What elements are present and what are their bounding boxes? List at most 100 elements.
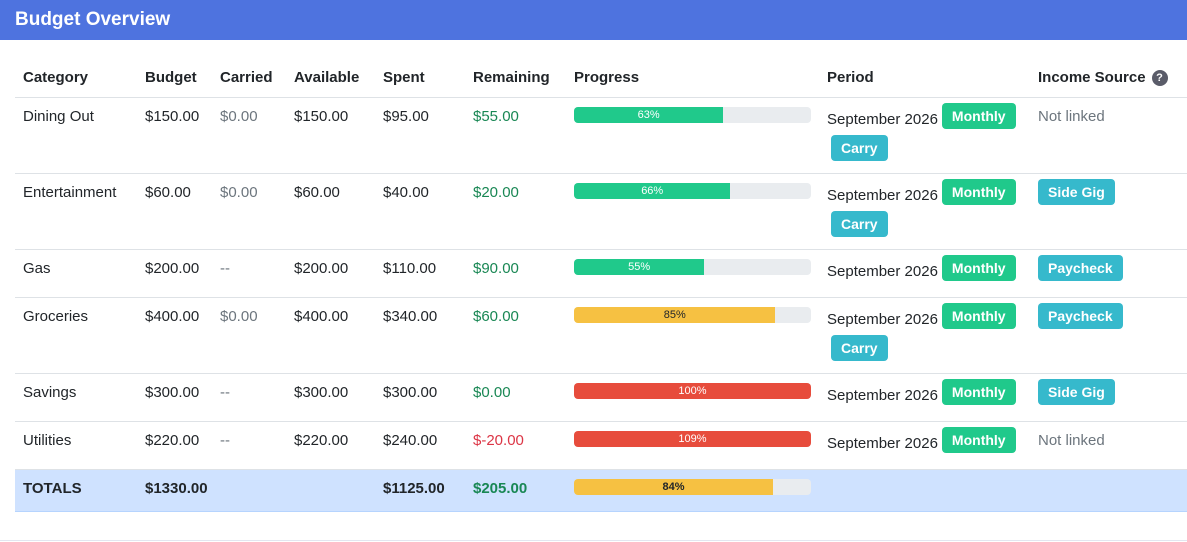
column-header-remaining[interactable]: Remaining <box>465 58 566 98</box>
page-title: Budget Overview <box>15 9 171 30</box>
income-source-badge[interactable]: Paycheck <box>1038 255 1123 281</box>
income-source-label[interactable]: Income Source <box>1038 69 1146 86</box>
table-row[interactable]: Gas $200.00 -- $200.00 $110.00 $90.00 55% Septe… <box>15 249 1187 298</box>
cell-carried: -- <box>212 373 286 422</box>
cell-spent: $40.00 <box>375 173 465 250</box>
totals-budget: $1330.00 <box>137 469 212 512</box>
progress-bar: 109% <box>574 431 811 447</box>
cell-progress: 55% <box>566 249 819 298</box>
income-source-text: Not linked <box>1038 432 1105 449</box>
period-text: September 2026 <box>827 110 938 128</box>
cell-progress: 109% <box>566 421 819 470</box>
column-header-progress[interactable]: Progress <box>566 58 819 98</box>
totals-label: TOTALS <box>15 469 137 512</box>
progress-fill: 63% <box>574 107 724 123</box>
column-header-available[interactable]: Available <box>286 58 375 98</box>
cell-budget: $200.00 <box>137 249 212 298</box>
progress-fill: 100% <box>574 383 811 399</box>
monthly-badge: Monthly <box>941 303 1016 329</box>
monthly-badge: Monthly <box>941 427 1016 453</box>
progress-bar: 85% <box>574 307 811 323</box>
column-header-carried[interactable]: Carried <box>212 58 286 98</box>
cell-category: Dining Out <box>15 97 137 174</box>
totals-source <box>1030 469 1187 512</box>
cell-category: Savings <box>15 373 137 422</box>
progress-bar: 63% <box>574 107 811 123</box>
table-row[interactable]: Utilities $220.00 -- $220.00 $240.00 $-20.00 1… <box>15 421 1187 470</box>
cell-carried: -- <box>212 249 286 298</box>
cell-category: Utilities <box>15 421 137 470</box>
totals-remaining: $205.00 <box>465 469 566 512</box>
table-row[interactable]: Dining Out $150.00 $0.00 $150.00 $95.00 $55.0… <box>15 97 1187 174</box>
totals-carried <box>212 469 286 512</box>
progress-fill: 85% <box>574 307 776 323</box>
cell-carried: $0.00 <box>212 297 286 374</box>
cell-category: Entertainment <box>15 173 137 250</box>
cell-category: Gas <box>15 249 137 298</box>
cell-income-source: Side Gig <box>1030 373 1187 422</box>
cell-spent: $240.00 <box>375 421 465 470</box>
carry-badge: Carry <box>831 335 888 361</box>
totals-available <box>286 469 375 512</box>
cell-remaining: $0.00 <box>465 373 566 422</box>
totals-spent: $1125.00 <box>375 469 465 512</box>
column-header-income-source: Income Source? <box>1030 58 1187 98</box>
progress-bar: 55% <box>574 259 811 275</box>
column-header-budget[interactable]: Budget <box>137 58 212 98</box>
cell-income-source: Not linked <box>1030 421 1187 470</box>
cell-available: $220.00 <box>286 421 375 470</box>
monthly-badge: Monthly <box>941 179 1016 205</box>
table-row[interactable]: Savings $300.00 -- $300.00 $300.00 $0.00 100% S… <box>15 373 1187 422</box>
cell-spent: $340.00 <box>375 297 465 374</box>
period-text: September 2026 <box>827 310 938 328</box>
progress-bar: 66% <box>574 183 811 199</box>
cell-progress: 63% <box>566 97 819 174</box>
cell-available: $150.00 <box>286 97 375 174</box>
cell-remaining: $55.00 <box>465 97 566 174</box>
cell-budget: $60.00 <box>137 173 212 250</box>
card-header: Budget Overview <box>0 0 1187 40</box>
cell-budget: $150.00 <box>137 97 212 174</box>
carry-badge: Carry <box>831 211 888 237</box>
totals-row: TOTALS $1330.00 $1125.00 $205.00 84% <box>15 469 1187 512</box>
cell-budget: $400.00 <box>137 297 212 374</box>
cell-period: September 2026 Monthly <box>819 249 1030 298</box>
income-source-badge[interactable]: Side Gig <box>1038 379 1115 405</box>
table-row[interactable]: Entertainment $60.00 $0.00 $60.00 $40.00 $20.… <box>15 173 1187 250</box>
carry-badge: Carry <box>831 135 888 161</box>
cell-carried: -- <box>212 421 286 470</box>
cell-carried: $0.00 <box>212 97 286 174</box>
question-circle-icon[interactable]: ? <box>1151 70 1168 86</box>
income-source-text: Not linked <box>1038 108 1105 125</box>
period-text: September 2026 <box>827 262 938 280</box>
income-source-badge[interactable]: Side Gig <box>1038 179 1115 205</box>
income-source-badge[interactable]: Paycheck <box>1038 303 1123 329</box>
cell-income-source: Paycheck <box>1030 297 1187 374</box>
cell-income-source: Not linked <box>1030 97 1187 174</box>
column-header-spent[interactable]: Spent <box>375 58 465 98</box>
totals-progress-bar: 84% <box>574 479 811 495</box>
totals-period <box>819 469 1030 512</box>
cell-period: September 2026 Monthly Carry <box>819 97 1030 174</box>
cell-progress: 85% <box>566 297 819 374</box>
column-header-period[interactable]: Period <box>819 58 1030 98</box>
monthly-badge: Monthly <box>941 103 1016 129</box>
cell-available: $300.00 <box>286 373 375 422</box>
progress-fill: 55% <box>574 259 705 275</box>
cell-progress: 66% <box>566 173 819 250</box>
cell-available: $60.00 <box>286 173 375 250</box>
progress-fill: 66% <box>574 183 731 199</box>
cell-budget: $220.00 <box>137 421 212 470</box>
table-row[interactable]: Groceries $400.00 $0.00 $400.00 $340.00 $60.0… <box>15 297 1187 374</box>
column-header-category[interactable]: Category <box>15 58 137 98</box>
cell-income-source: Side Gig <box>1030 173 1187 250</box>
monthly-badge: Monthly <box>941 379 1016 405</box>
period-text: September 2026 <box>827 386 938 404</box>
budget-table: Category Budget Carried Available Spent … <box>15 58 1187 512</box>
cell-carried: $0.00 <box>212 173 286 250</box>
progress-bar: 100% <box>574 383 811 399</box>
totals-progress-fill: 84% <box>574 479 774 495</box>
cell-spent: $95.00 <box>375 97 465 174</box>
cell-remaining: $90.00 <box>465 249 566 298</box>
cell-remaining: $60.00 <box>465 297 566 374</box>
